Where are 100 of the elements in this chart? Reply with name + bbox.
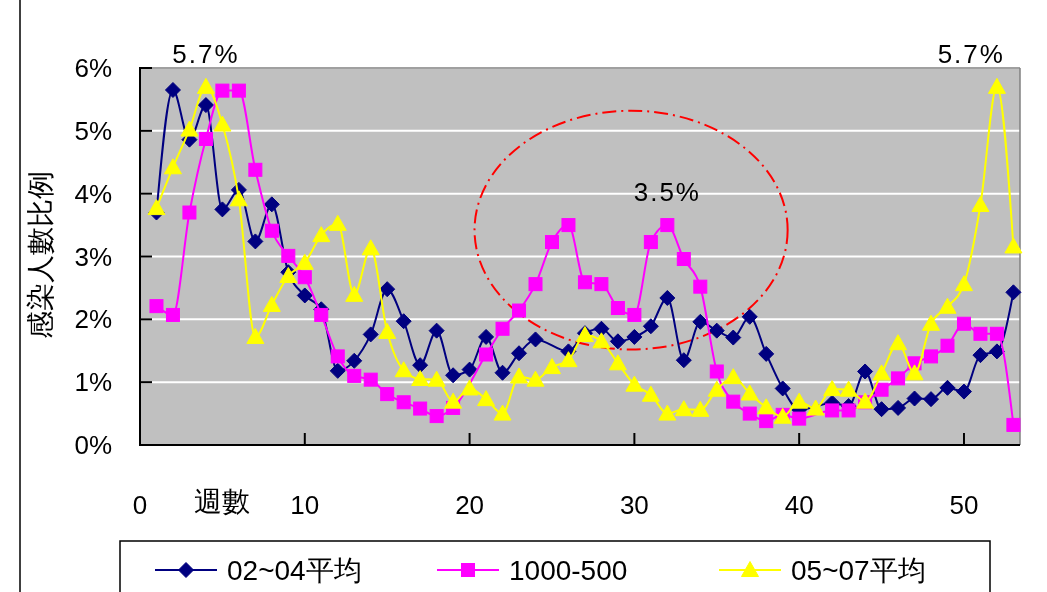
point bbox=[346, 352, 363, 369]
point bbox=[758, 345, 775, 362]
point bbox=[149, 299, 164, 314]
point bbox=[906, 390, 923, 407]
point bbox=[989, 326, 1004, 341]
point bbox=[163, 158, 182, 175]
point bbox=[889, 334, 908, 351]
point bbox=[394, 361, 413, 378]
point bbox=[709, 364, 724, 379]
point bbox=[444, 392, 463, 409]
point bbox=[905, 364, 924, 381]
point bbox=[544, 235, 559, 250]
annotation: 3.5% bbox=[633, 177, 701, 208]
point bbox=[396, 395, 411, 410]
point bbox=[956, 316, 971, 331]
x-tick-label: 20 bbox=[455, 490, 485, 520]
y-tick-label: 6% bbox=[74, 53, 112, 83]
point bbox=[559, 351, 578, 368]
point bbox=[429, 409, 444, 424]
point bbox=[460, 379, 479, 396]
point bbox=[627, 307, 642, 322]
point bbox=[839, 380, 858, 397]
point bbox=[363, 372, 378, 387]
x-tick-label: 40 bbox=[784, 490, 814, 520]
point bbox=[922, 314, 941, 331]
point bbox=[412, 357, 429, 374]
point bbox=[674, 400, 693, 417]
legend-label: 05~07平均 bbox=[791, 554, 926, 586]
point bbox=[792, 411, 807, 426]
point bbox=[643, 235, 658, 250]
point bbox=[180, 120, 199, 137]
point bbox=[742, 406, 757, 421]
point bbox=[740, 384, 759, 401]
point bbox=[445, 367, 462, 384]
x-tick-label: 30 bbox=[619, 490, 649, 520]
point bbox=[873, 401, 890, 418]
point bbox=[891, 371, 906, 386]
point bbox=[263, 196, 280, 213]
point bbox=[641, 385, 660, 402]
point bbox=[940, 338, 955, 353]
point bbox=[164, 81, 181, 98]
y-tick-label: 3% bbox=[74, 241, 112, 272]
point bbox=[262, 295, 281, 312]
point bbox=[214, 201, 231, 218]
point bbox=[726, 394, 741, 409]
point bbox=[395, 313, 412, 330]
point bbox=[511, 345, 528, 362]
point bbox=[841, 403, 856, 418]
point bbox=[428, 322, 445, 339]
point bbox=[248, 162, 263, 177]
point bbox=[328, 214, 347, 231]
point bbox=[215, 83, 230, 98]
point bbox=[1006, 417, 1021, 432]
point bbox=[823, 380, 842, 397]
point bbox=[380, 387, 395, 402]
point bbox=[790, 392, 809, 409]
point bbox=[973, 326, 988, 341]
point bbox=[774, 380, 791, 397]
point bbox=[1005, 284, 1022, 301]
point bbox=[692, 313, 709, 330]
point bbox=[741, 308, 758, 325]
point bbox=[213, 115, 232, 132]
x-axis-title: 週數 bbox=[194, 485, 250, 517]
point bbox=[264, 223, 279, 238]
point bbox=[314, 307, 329, 322]
point bbox=[972, 347, 989, 364]
point bbox=[147, 199, 166, 216]
point bbox=[708, 322, 725, 339]
point bbox=[874, 382, 889, 397]
point bbox=[427, 370, 446, 387]
point bbox=[527, 331, 544, 348]
annotation: 5.7% bbox=[172, 38, 240, 69]
point bbox=[198, 132, 213, 146]
x-tick-label: 0 bbox=[132, 490, 148, 520]
point bbox=[297, 270, 312, 285]
point bbox=[510, 367, 529, 384]
point bbox=[411, 370, 430, 387]
point bbox=[593, 320, 610, 337]
point bbox=[413, 401, 428, 416]
point bbox=[660, 218, 675, 233]
point bbox=[542, 358, 561, 375]
point bbox=[759, 414, 774, 429]
point bbox=[825, 403, 840, 418]
point bbox=[610, 301, 625, 316]
point bbox=[594, 277, 609, 292]
point bbox=[757, 398, 776, 415]
point bbox=[707, 380, 726, 397]
y-axis-title: 感染人數比例 bbox=[24, 170, 56, 339]
point bbox=[725, 329, 742, 346]
point bbox=[512, 303, 527, 318]
point bbox=[478, 328, 495, 345]
legend-label: 02~04平均 bbox=[227, 554, 362, 586]
point bbox=[625, 375, 644, 392]
point bbox=[890, 399, 907, 416]
annotation: 5.7% bbox=[937, 38, 1005, 69]
point bbox=[329, 362, 346, 379]
point bbox=[312, 226, 331, 243]
point bbox=[724, 368, 743, 385]
point bbox=[642, 318, 659, 335]
point bbox=[196, 77, 215, 94]
